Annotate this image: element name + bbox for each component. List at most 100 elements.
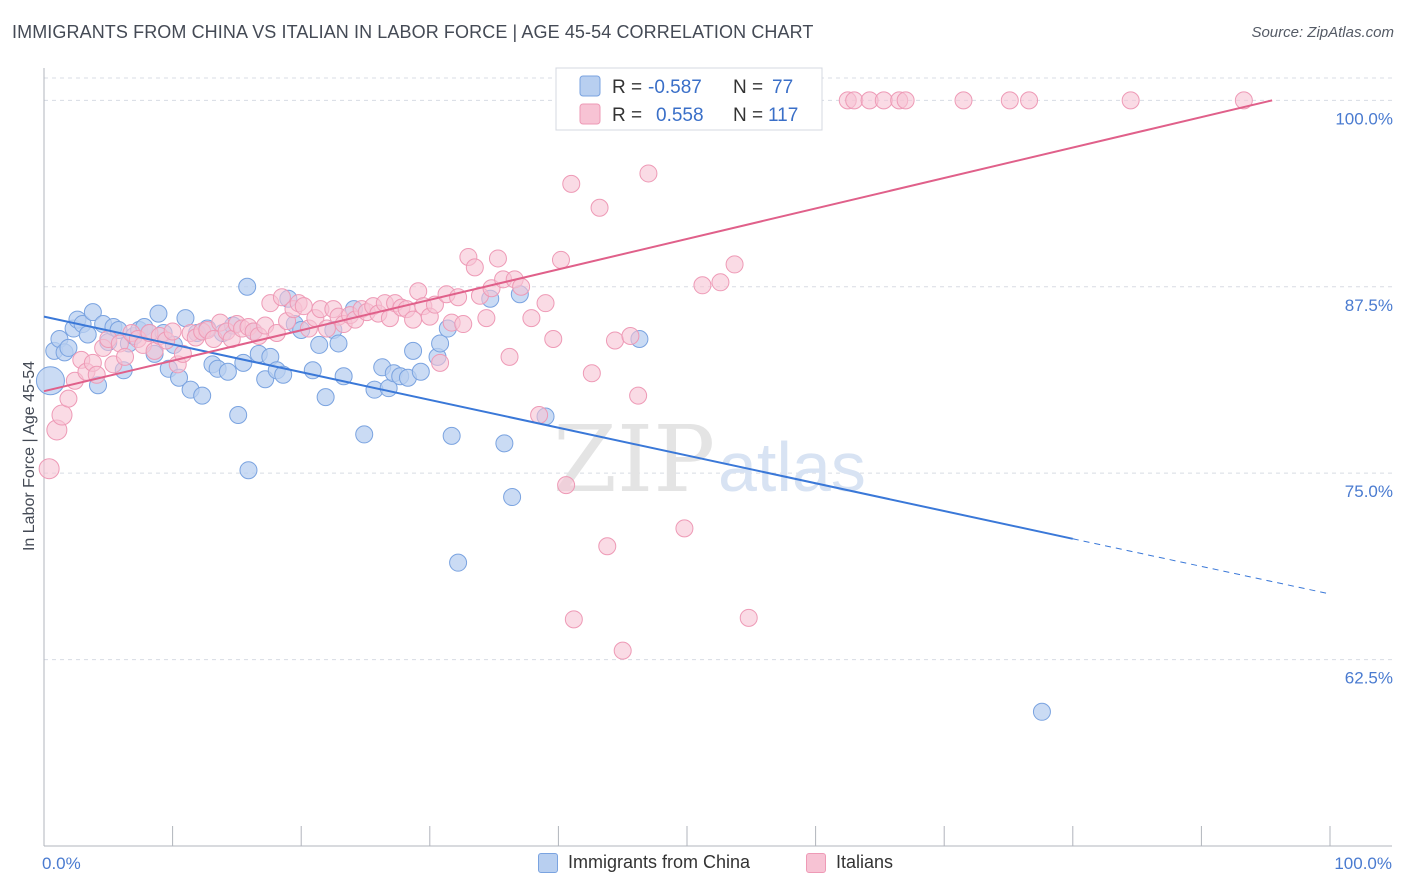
- china-point: [316, 388, 335, 407]
- series-legend: Immigrants from China Italians: [0, 852, 1406, 878]
- x-tick-label-min: 0.0%: [42, 854, 81, 873]
- italian-point: [163, 322, 182, 341]
- china-point: [411, 362, 430, 381]
- italian-point: [116, 347, 135, 366]
- italian-point: [582, 364, 601, 383]
- y-tick-label: 75.0%: [1345, 482, 1393, 501]
- watermark-zip: ZIP: [553, 406, 715, 513]
- chart-title: IMMIGRANTS FROM CHINA VS ITALIAN IN LABO…: [12, 22, 814, 42]
- italian-point: [675, 519, 694, 538]
- italian-point: [38, 458, 60, 480]
- x-tick-label-max: 100.0%: [1334, 854, 1392, 873]
- china-trend-extension: [1072, 538, 1331, 595]
- italian-point: [1121, 91, 1140, 110]
- legend-n-value-china: 77: [772, 77, 793, 98]
- italian-point: [590, 198, 609, 217]
- italian-point: [845, 91, 864, 110]
- italian-point: [1234, 91, 1253, 110]
- italian-point: [488, 249, 507, 268]
- china-point: [449, 553, 468, 572]
- italian-point: [629, 386, 648, 405]
- italian-point: [465, 258, 484, 277]
- china-point: [274, 365, 293, 384]
- y-tick-label: 62.5%: [1345, 669, 1393, 688]
- legend-r-value-china: -0.587: [648, 77, 702, 98]
- italian-point: [639, 164, 658, 183]
- china-point: [78, 325, 97, 344]
- china-point: [310, 335, 329, 354]
- italian-point: [544, 329, 563, 348]
- china-point: [149, 304, 168, 323]
- stats-legend: R = -0.587 N = 77 R = 0.558 N = 117: [555, 67, 823, 131]
- italian-point: [954, 91, 973, 110]
- italian-point: [874, 91, 893, 110]
- legend-swatch-italians-bottom: [806, 852, 826, 873]
- legend-item-italians: Italians: [806, 852, 893, 873]
- trend-lines: [43, 99, 1331, 595]
- italian-point: [605, 331, 624, 350]
- y-tick-label: 87.5%: [1345, 296, 1393, 315]
- italian-point: [564, 610, 583, 629]
- legend-label-china: Immigrants from China: [568, 852, 751, 872]
- italian-point: [1020, 91, 1039, 110]
- china-point: [355, 425, 374, 444]
- tick-labels: 62.5% 75.0% 87.5% 100.0% 0.0% 100.0%: [42, 109, 1393, 873]
- italian-point: [272, 288, 291, 307]
- italian-point: [693, 276, 712, 295]
- china-trend-line: [43, 315, 1074, 540]
- china-point: [234, 353, 253, 372]
- china-point: [193, 386, 212, 405]
- china-point: [442, 426, 461, 445]
- italian-point: [454, 315, 473, 334]
- italian-point: [530, 406, 549, 425]
- legend-r-label-china: R =: [612, 77, 642, 98]
- italian-point: [551, 250, 570, 269]
- legend-swatch-italians: [579, 103, 601, 125]
- italian-point: [477, 309, 496, 328]
- china-point: [239, 461, 258, 480]
- legend-n-label-china: N =: [733, 77, 763, 98]
- china-points: [35, 277, 1051, 721]
- china-point: [329, 334, 348, 353]
- italian-point: [896, 91, 915, 110]
- italian-point: [725, 255, 744, 274]
- italian-point: [522, 309, 541, 328]
- italian-trend-line: [43, 99, 1273, 393]
- legend-item-china: Immigrants from China: [538, 852, 750, 873]
- legend-n-value-italians: 117: [768, 105, 798, 126]
- china-point: [1032, 702, 1051, 721]
- china-point: [503, 488, 522, 507]
- axes: [43, 68, 1392, 847]
- italian-point: [557, 476, 576, 495]
- china-point: [229, 406, 248, 425]
- legend-n-label-italians: N =: [733, 105, 763, 126]
- italian-point: [711, 273, 730, 292]
- italian-point: [51, 404, 73, 426]
- y-axis-label: In Labor Force | Age 45-54: [21, 361, 38, 551]
- china-point: [218, 362, 237, 381]
- china-point: [404, 341, 423, 360]
- china-point: [431, 334, 450, 353]
- italian-point: [598, 537, 617, 556]
- y-tick-label: 100.0%: [1335, 109, 1393, 128]
- china-point: [495, 434, 514, 453]
- italian-point: [562, 174, 581, 193]
- china-point: [238, 277, 257, 296]
- legend-r-label-italians: R =: [612, 105, 642, 126]
- legend-label-italians: Italians: [836, 852, 894, 872]
- legend-swatch-china-bottom: [538, 852, 558, 873]
- italian-point: [431, 353, 450, 372]
- source-label: Source: ZipAtlas.com: [1251, 24, 1394, 41]
- legend-r-value-italians: 0.558: [656, 105, 704, 126]
- italian-point: [1000, 91, 1019, 110]
- italian-point: [512, 277, 531, 296]
- legend-swatch-china: [579, 75, 601, 97]
- italian-point: [739, 608, 758, 627]
- italian-point: [59, 389, 78, 408]
- italian-point: [613, 641, 632, 660]
- italian-point: [536, 294, 555, 313]
- china-point: [59, 338, 78, 357]
- italian-point: [500, 347, 519, 366]
- china-point: [83, 303, 102, 322]
